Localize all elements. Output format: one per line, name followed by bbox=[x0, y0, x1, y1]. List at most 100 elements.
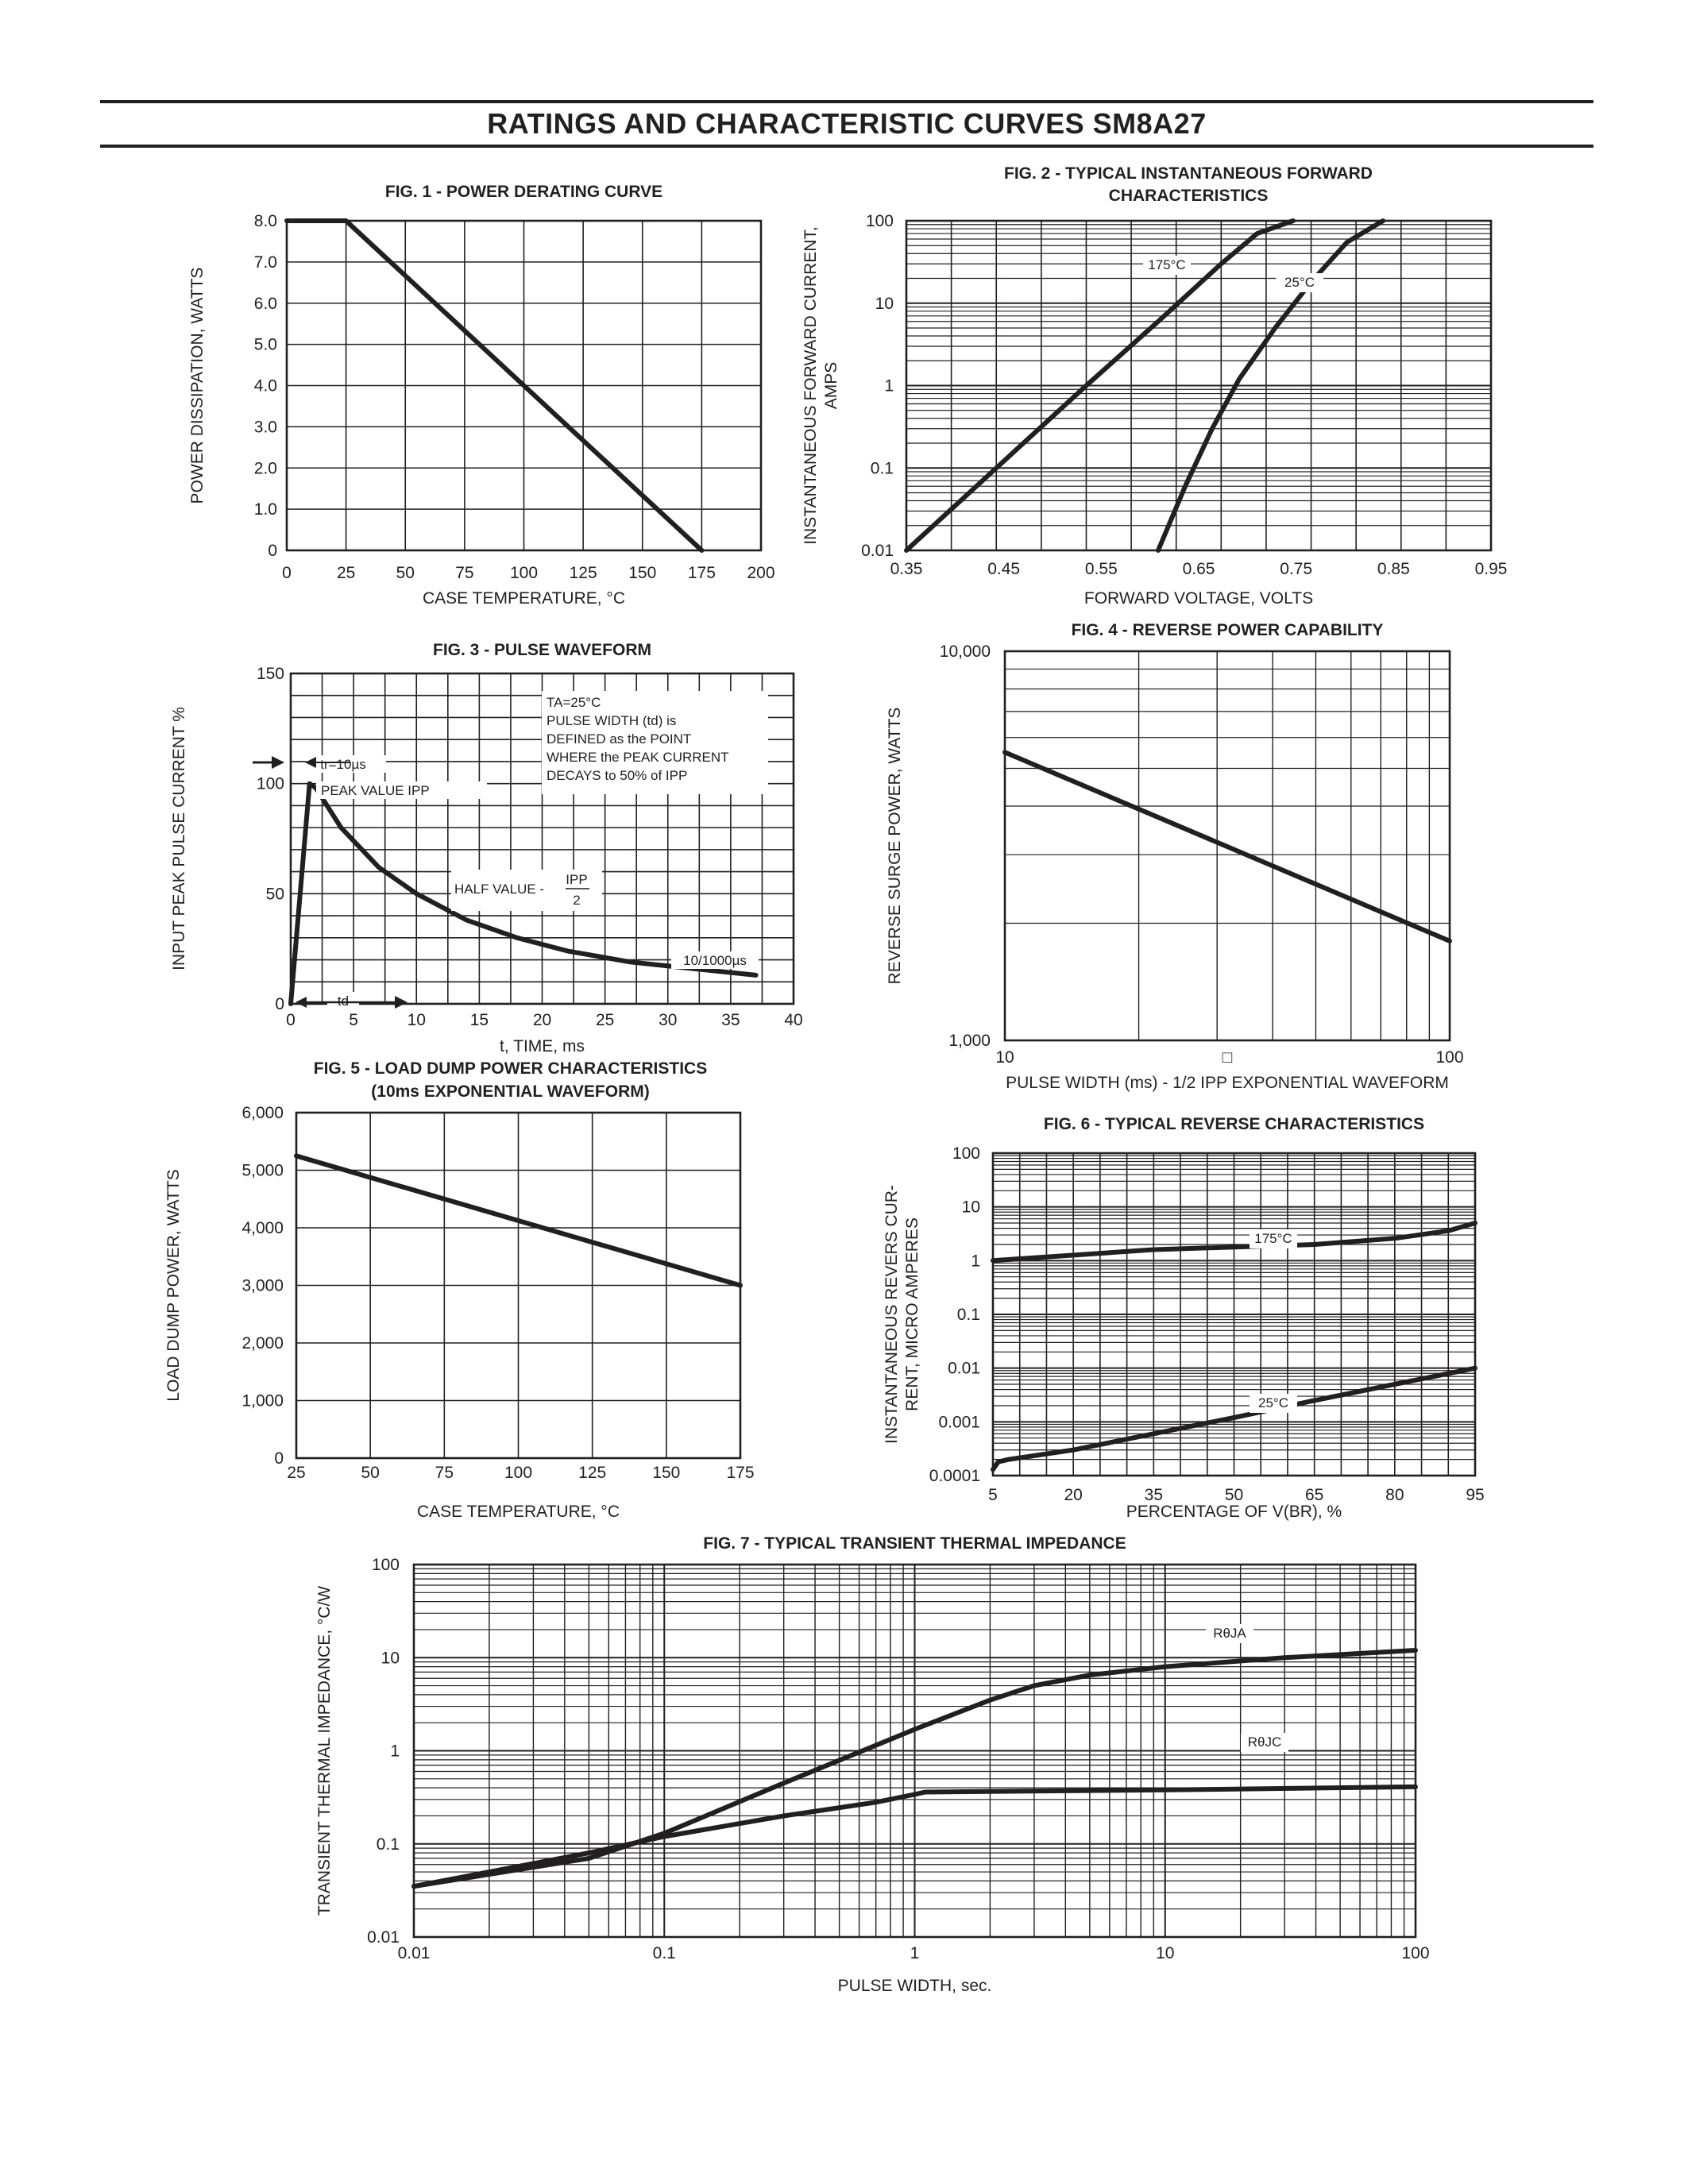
conditions-text: PULSE WIDTH (td) is bbox=[547, 713, 676, 728]
y-axis-label: INSTANTANEOUS REVERS CUR- bbox=[883, 1185, 901, 1444]
y-tick-label: 0.1 bbox=[957, 1306, 980, 1324]
series-label-bg bbox=[1250, 1229, 1297, 1248]
x-tick-label: 0.35 bbox=[890, 560, 923, 578]
y-axis-label: INPUT PEAK PULSE CURRENT % bbox=[170, 707, 188, 970]
fig2-series-175C-line bbox=[904, 218, 1296, 553]
x-axis-label: t, TIME, ms bbox=[500, 1037, 585, 1055]
label-bg bbox=[307, 755, 386, 773]
y-axis-label: AMPS bbox=[822, 362, 840, 410]
y-axis-label: RENT, MICRO AMPERES bbox=[903, 1217, 921, 1411]
fig7-grid bbox=[413, 1565, 1416, 1938]
label-bg bbox=[316, 781, 487, 799]
x-tick-label: 25 bbox=[596, 1011, 614, 1029]
x-tick-label: 125 bbox=[570, 564, 597, 582]
y-axis-label: TRANSIENT THERMAL IMPEDANCE, °C/W bbox=[315, 1586, 334, 1916]
y-tick-label: 7.0 bbox=[254, 253, 277, 272]
x-tick-label: 10 bbox=[1156, 1944, 1174, 1962]
x-tick-label: 100 bbox=[504, 1464, 532, 1482]
series-label-bg bbox=[1241, 1733, 1288, 1752]
y-tick-label: 0 bbox=[275, 995, 284, 1013]
x-axis-label: PERCENTAGE OF V(BR), % bbox=[1126, 1503, 1342, 1521]
y-tick-label: 2,000 bbox=[241, 1334, 284, 1352]
chart-title: CHARACTERISTICS bbox=[1109, 187, 1269, 205]
page-title: RATINGS AND CHARACTERISTIC CURVES SM8A27 bbox=[487, 107, 1207, 140]
x-tick-label: 10 bbox=[408, 1011, 426, 1029]
y-tick-label: 0.001 bbox=[938, 1413, 980, 1431]
fig6-chart: 5 20 35 50 65 80 95 0.0001 0.001 0.01 0.1 1 10 100 FIG… bbox=[883, 1115, 1485, 1521]
fig6-series-25C-line bbox=[991, 1365, 1477, 1472]
conditions-text: WHERE the PEAK CURRENT bbox=[547, 750, 729, 765]
x-tick-label: 25 bbox=[337, 564, 355, 582]
x-tick-label: 100 bbox=[510, 564, 538, 582]
chart-title: FIG. 1 - POWER DERATING CURVE bbox=[385, 183, 662, 201]
x-tick-label: 150 bbox=[652, 1464, 680, 1482]
y-tick-label: 50 bbox=[266, 885, 284, 903]
arrow-head-icon bbox=[272, 756, 284, 769]
arrow-head-icon bbox=[295, 997, 307, 1008]
fig5-series-0-line bbox=[294, 1153, 743, 1288]
x-tick-label: 0.75 bbox=[1280, 560, 1312, 578]
x-tick-label: 100 bbox=[1401, 1944, 1429, 1962]
y-tick-label: 1,000 bbox=[948, 1032, 991, 1050]
x-tick-label: 0.95 bbox=[1475, 560, 1508, 578]
x-tick-label: 0.85 bbox=[1377, 560, 1410, 578]
series-label-bg bbox=[1250, 1394, 1297, 1413]
waveform-label: 10/1000µs bbox=[683, 953, 747, 968]
x-tick-label: 75 bbox=[455, 564, 473, 582]
x-tick-label: 100 bbox=[1435, 1048, 1463, 1067]
series-label-bg bbox=[1143, 256, 1191, 275]
chart-title: FIG. 4 - REVERSE POWER CAPABILITY bbox=[1072, 621, 1384, 639]
y-tick-label: 0 bbox=[274, 1449, 284, 1468]
y-axis-label: POWER DISSIPATION, WATTS bbox=[188, 268, 207, 504]
x-axis-label: FORWARD VOLTAGE, VOLTS bbox=[1084, 589, 1313, 608]
fig7-chart: 0.01 0.1 1 10 100 0.01 0.1 1 10 100 FIG. 7 - TYPIC… bbox=[315, 1534, 1430, 1995]
arrow-head-icon bbox=[395, 996, 408, 1009]
x-tick-label: 175 bbox=[726, 1464, 754, 1482]
y-tick-label: 10 bbox=[381, 1649, 400, 1667]
y-tick-label: 3.0 bbox=[254, 418, 277, 436]
peak-value-label: PEAK VALUE IPP bbox=[321, 783, 430, 798]
y-tick-label: 1 bbox=[884, 377, 894, 396]
y-tick-label: 5,000 bbox=[241, 1162, 284, 1180]
y-tick-label: 4.0 bbox=[254, 377, 277, 396]
x-tick-label: 50 bbox=[396, 564, 415, 582]
x-tick-label: 20 bbox=[1064, 1486, 1082, 1504]
fig3-chart: 0 5 10 15 20 25 30 35 40 0 50 100 150 FIG. 3 - PULSE … bbox=[170, 641, 803, 1055]
half-value-label: HALF VALUE - bbox=[454, 882, 544, 897]
y-tick-label: 1,000 bbox=[241, 1392, 284, 1410]
x-tick-label: 30 bbox=[659, 1011, 677, 1029]
conditions-text: TA=25°C bbox=[547, 695, 601, 710]
x-tick-label: 0 bbox=[282, 564, 292, 582]
fig2-chart: 0.35 0.45 0.55 0.65 0.75 0.85 0.95 0.01 0.1 1 10 10… bbox=[802, 164, 1507, 608]
x-tick-label: 5 bbox=[988, 1486, 998, 1504]
y-tick-label: 6.0 bbox=[254, 295, 277, 313]
y-tick-label: 0.1 bbox=[871, 459, 894, 477]
fig4-chart: 10 □ 100 1,000 10,000 FIG. 4 - REVERSE POWER … bbox=[886, 621, 1464, 1092]
y-tick-label: 5.0 bbox=[254, 336, 277, 354]
y-tick-label: 3,000 bbox=[241, 1277, 284, 1295]
fig1-series-0-line bbox=[284, 218, 705, 553]
x-tick-label: 25 bbox=[287, 1464, 305, 1482]
x-tick-label: 35 bbox=[1145, 1486, 1163, 1504]
x-tick-label: 125 bbox=[578, 1464, 606, 1482]
x-tick-label: 80 bbox=[1385, 1486, 1404, 1504]
series-label: 175°C bbox=[1254, 1231, 1292, 1246]
x-tick-label: 65 bbox=[1305, 1486, 1323, 1504]
fig6-grid bbox=[993, 1153, 1475, 1476]
x-tick-label: 150 bbox=[628, 564, 656, 582]
series-label: 25°C bbox=[1284, 275, 1315, 290]
fig2-series-25C-line bbox=[1156, 218, 1386, 553]
y-tick-label: 2.0 bbox=[254, 459, 277, 477]
y-tick-label: 1 bbox=[971, 1252, 980, 1270]
y-tick-label: 10 bbox=[875, 295, 894, 313]
y-tick-label: 0.01 bbox=[948, 1360, 980, 1378]
y-tick-label: 8.0 bbox=[254, 212, 277, 230]
x-tick-label: 1 bbox=[910, 1944, 920, 1962]
series-label: RθJC bbox=[1248, 1734, 1282, 1750]
fig1-frame bbox=[285, 219, 763, 552]
x-tick-label: 0 bbox=[286, 1011, 295, 1029]
y-tick-label: 1.0 bbox=[254, 500, 277, 519]
fig4-series-0-line bbox=[1002, 750, 1452, 943]
x-tick-label: 15 bbox=[470, 1011, 489, 1029]
y-tick-label: 1 bbox=[390, 1742, 400, 1761]
